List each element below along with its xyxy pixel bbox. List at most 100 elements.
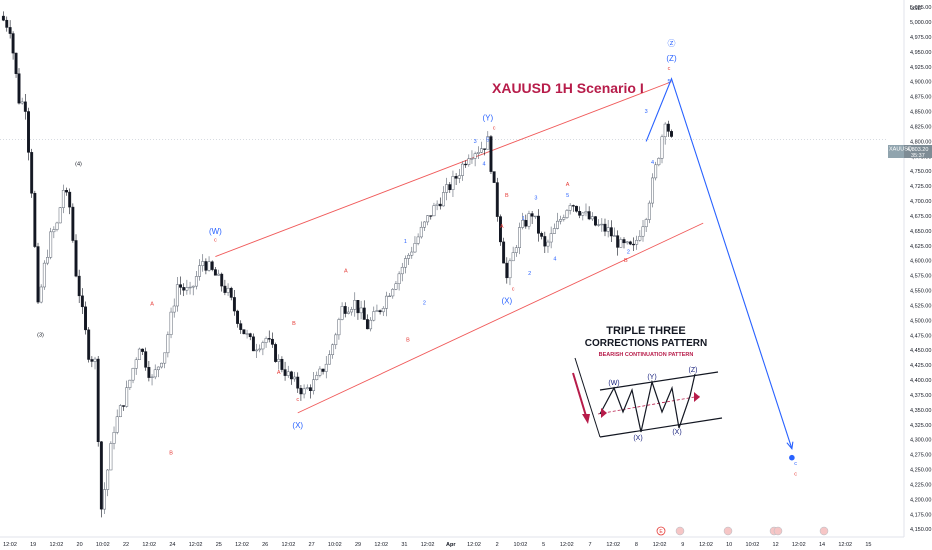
candle-body bbox=[315, 375, 319, 380]
time-tick-label: 14 bbox=[819, 542, 825, 548]
candle-body bbox=[410, 251, 414, 256]
price-tick-label: 4,625.00 bbox=[910, 244, 931, 250]
pattern-title-2: CORRECTIONS PATTERN bbox=[585, 338, 707, 349]
wave-label-impulse: (3) bbox=[37, 333, 44, 339]
pattern-label-x1: (X) bbox=[633, 435, 642, 442]
candle-body bbox=[521, 220, 525, 228]
time-tick-label: 10:02 bbox=[514, 542, 528, 548]
chart-title: XAUUSD 1H Scenario I bbox=[492, 80, 644, 96]
candle-body bbox=[499, 216, 502, 243]
candle-body bbox=[426, 215, 430, 223]
candle-body bbox=[331, 344, 335, 355]
candle-body bbox=[175, 284, 179, 307]
candle-body bbox=[179, 284, 182, 288]
pattern-subtitle: BEARISH CONTINUATION PATTERN bbox=[599, 352, 694, 358]
wave-label-minor: 5 bbox=[486, 137, 489, 143]
candle-body bbox=[663, 123, 667, 138]
candle-body bbox=[391, 289, 395, 297]
time-tick-label: 12:02 bbox=[142, 542, 156, 548]
price-tick-label: 4,850.00 bbox=[910, 110, 931, 116]
pattern-title-1: TRIPLE THREE bbox=[606, 325, 685, 337]
candle-body bbox=[302, 388, 306, 395]
price-tick-label: 4,975.00 bbox=[910, 35, 931, 41]
time-tick-label: 12:02 bbox=[699, 542, 713, 548]
candle-body bbox=[128, 379, 132, 388]
wave-label-abc: c bbox=[794, 472, 797, 478]
candle-body bbox=[109, 443, 113, 471]
time-tick-label: 29 bbox=[355, 542, 361, 548]
wave-label-abc: B bbox=[624, 258, 628, 264]
candle-body bbox=[647, 202, 651, 220]
candle-body bbox=[122, 405, 125, 407]
candle-body bbox=[375, 310, 379, 312]
candle-body bbox=[210, 261, 214, 270]
candle-body bbox=[476, 152, 480, 154]
candle-body bbox=[14, 52, 18, 74]
candle-body bbox=[445, 184, 449, 193]
wave-label-abc: A bbox=[150, 301, 154, 307]
wave-label-abc: c bbox=[668, 66, 671, 72]
candle-body bbox=[87, 329, 91, 360]
candle-body bbox=[369, 319, 373, 330]
candle-body bbox=[495, 182, 499, 217]
time-tick-label: 10:02 bbox=[96, 542, 110, 548]
candle-body bbox=[384, 295, 388, 309]
wave-label-primary: (X) bbox=[501, 297, 512, 306]
candle-body bbox=[540, 233, 544, 237]
wave-label-primary: Ⓩ bbox=[668, 39, 676, 48]
candle-body bbox=[33, 192, 37, 247]
price-tick-label: 4,550.00 bbox=[910, 289, 931, 295]
candle-body bbox=[217, 273, 221, 276]
candle-body bbox=[641, 226, 645, 237]
candle-body bbox=[74, 240, 78, 277]
candle-body bbox=[312, 379, 316, 391]
wave-label-minor: 3 bbox=[645, 109, 648, 115]
candle-body bbox=[470, 158, 474, 160]
wave-label-minor: c bbox=[794, 461, 797, 467]
candle-body bbox=[397, 273, 401, 284]
candle-body bbox=[508, 260, 512, 279]
candle-body bbox=[343, 306, 347, 314]
candle-body bbox=[194, 276, 198, 287]
candle-body bbox=[407, 254, 411, 259]
time-tick-label: 12:02 bbox=[792, 542, 806, 548]
candle-body bbox=[584, 211, 588, 214]
time-tick-label: 12:02 bbox=[560, 542, 574, 548]
price-tick-label: 4,675.00 bbox=[910, 214, 931, 220]
candle-body bbox=[448, 184, 452, 190]
projection-target-dot bbox=[789, 454, 795, 461]
symbol-tag: XAUUSD bbox=[889, 147, 912, 153]
candle-body bbox=[93, 358, 97, 362]
candle-body bbox=[502, 241, 506, 264]
candle-body bbox=[403, 258, 407, 268]
flag-us-icon bbox=[723, 526, 733, 536]
candle-body bbox=[543, 236, 547, 247]
wave-label-abc: A bbox=[344, 269, 348, 275]
wave-label-abc: B bbox=[292, 321, 296, 327]
candle-body bbox=[413, 243, 417, 253]
price-tick-label: 4,350.00 bbox=[910, 408, 931, 414]
price-tick-label: 4,825.00 bbox=[910, 124, 931, 130]
candle-body bbox=[226, 287, 230, 293]
last-price: 4,803.20 bbox=[907, 147, 928, 153]
candle-body bbox=[23, 101, 27, 112]
channel-lines bbox=[215, 81, 704, 414]
candle-body bbox=[625, 241, 629, 244]
candle-body bbox=[172, 305, 176, 313]
price-tick-label: 5,025.00 bbox=[910, 5, 931, 11]
wave-label-abc: B bbox=[169, 451, 173, 457]
candle-body bbox=[644, 219, 648, 228]
price-tick-label: 4,650.00 bbox=[910, 229, 931, 235]
wave-label-minor: 2 bbox=[627, 250, 630, 256]
candle-body bbox=[372, 311, 376, 321]
candle-body bbox=[556, 220, 559, 229]
last-price-tag: XAUUSD 4,803.20 35:37 bbox=[888, 145, 932, 159]
price-tick-label: 4,275.00 bbox=[910, 453, 931, 459]
candle-body bbox=[419, 226, 423, 238]
price-tick-label: 4,200.00 bbox=[910, 497, 931, 503]
candle-body bbox=[340, 306, 344, 320]
time-tick-label: 24 bbox=[169, 542, 175, 548]
price-axis[interactable]: USD bbox=[903, 0, 922, 537]
candle-body bbox=[518, 227, 521, 248]
